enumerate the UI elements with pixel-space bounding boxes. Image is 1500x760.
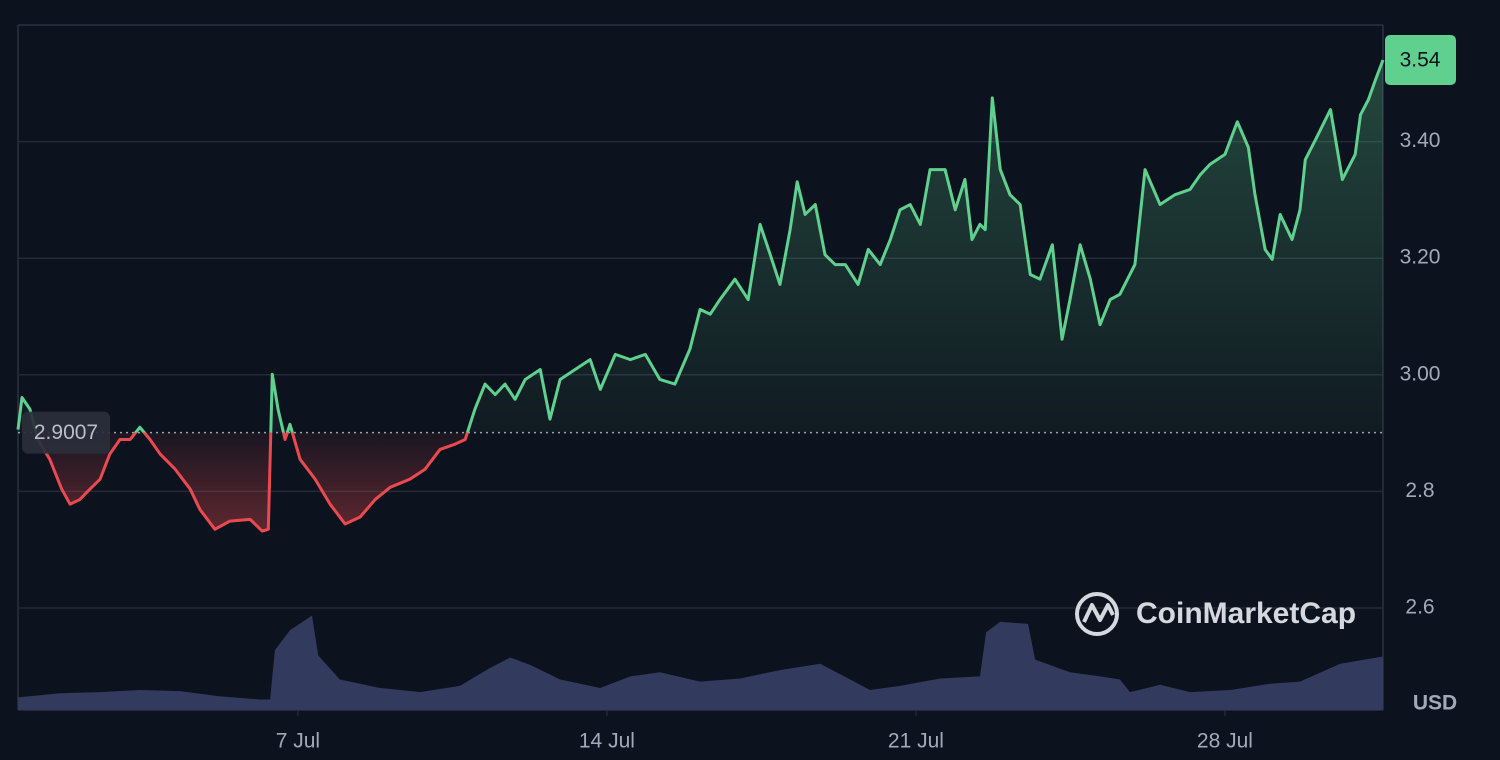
watermark-logo: [1075, 592, 1119, 636]
x-tick-label: 14 Jul: [579, 730, 635, 753]
y-tick-label: 3.20: [1400, 246, 1441, 269]
x-tick-label: 7 Jul: [276, 730, 320, 753]
price-area: [18, 59, 1383, 532]
volume-area: [18, 615, 1383, 710]
watermark-logo-mark: [1082, 603, 1115, 623]
price-layer: [16, 59, 1385, 533]
price-line: [16, 59, 1385, 533]
y-tick-label: 2.8: [1405, 479, 1434, 502]
reference-label-box: [22, 411, 110, 454]
last-value-label: 3.54: [1400, 49, 1441, 72]
watermark-text: CoinMarketCap: [1136, 597, 1356, 630]
y-unit: USD: [1413, 692, 1457, 715]
labels: 3.40 3.20 3.00 2.8 2.6 7 Jul 14 Jul 21 Jul 28 Ju…: [22, 34, 1456, 753]
y-tick-label: 3.40: [1400, 129, 1441, 152]
watermark: CoinMarketCap: [1075, 592, 1356, 636]
volume-layer: [18, 615, 1383, 710]
x-tick-label: 28 Jul: [1197, 730, 1253, 753]
reference-label: 2.9007: [34, 421, 98, 444]
y-tick-label: 3.00: [1400, 362, 1441, 385]
y-tick-label: 2.6: [1405, 596, 1434, 619]
x-tick-label: 21 Jul: [888, 730, 944, 753]
last-value-box: [1385, 34, 1456, 85]
